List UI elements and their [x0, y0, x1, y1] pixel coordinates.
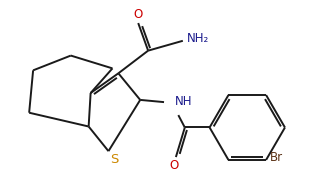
Text: NH₂: NH₂ [187, 32, 209, 45]
Text: O: O [169, 159, 179, 172]
Text: NH: NH [175, 95, 192, 108]
Text: S: S [111, 153, 119, 166]
Text: O: O [134, 8, 143, 21]
Text: Br: Br [270, 151, 283, 164]
